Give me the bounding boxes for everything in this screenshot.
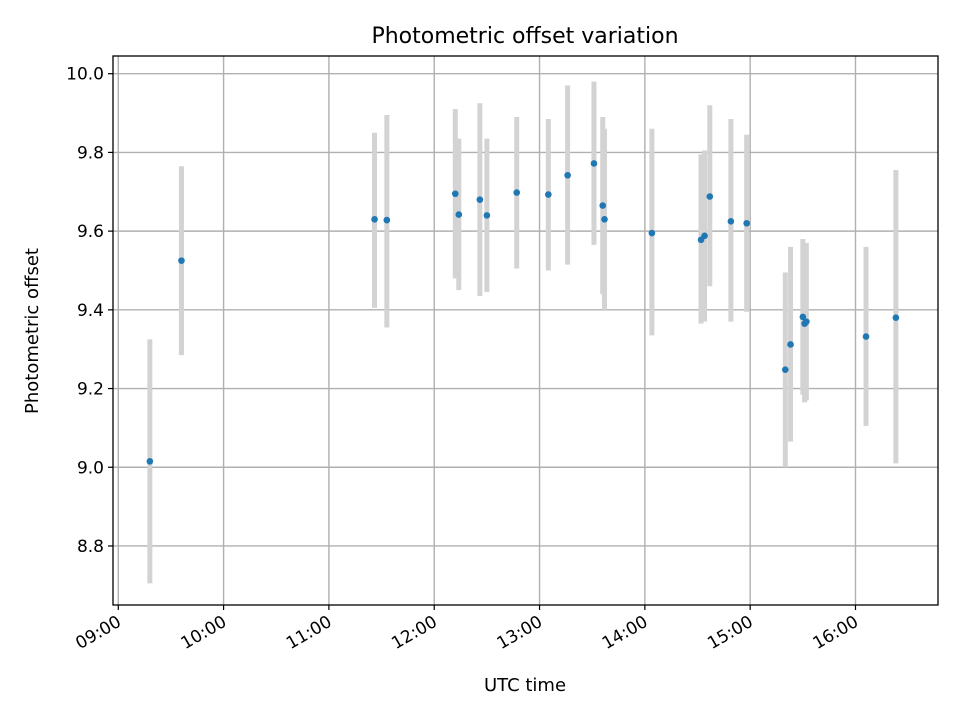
data-point: [706, 193, 714, 200]
data-point: [371, 216, 378, 223]
y-axis-ticks: 8.8 9.0 9.2 9.4 9.6 9.8 10.0: [66, 65, 113, 557]
data-point: [892, 314, 900, 322]
data-point: [648, 229, 656, 237]
y-tick-label: 9.6: [77, 222, 104, 242]
data-point: [178, 257, 185, 264]
data-point: [476, 196, 484, 203]
data-point: [862, 333, 870, 340]
data-point: [743, 219, 750, 227]
y-axis-label: Photometric offset: [22, 248, 43, 414]
y-tick-label: 8.8: [77, 537, 104, 557]
data-point: [781, 366, 789, 373]
data-point: [545, 191, 552, 198]
y-tick-label: 9.2: [77, 380, 104, 400]
data-point: [601, 216, 608, 223]
data-point: [590, 160, 598, 167]
y-tick-label: 9.4: [77, 301, 104, 321]
data-point: [483, 212, 491, 219]
y-tick-label: 9.0: [77, 458, 104, 478]
data-points: [146, 160, 900, 465]
data-point: [701, 232, 708, 240]
data-point: [599, 202, 607, 209]
chart-title: Photometric offset variation: [371, 24, 678, 49]
data-point: [803, 318, 810, 325]
data-point: [727, 217, 735, 225]
data-point: [383, 216, 391, 224]
data-point: [799, 313, 807, 321]
data-point: [455, 211, 463, 218]
data-point: [146, 458, 154, 465]
x-axis-label: UTC time: [484, 675, 566, 696]
data-point: [787, 341, 794, 348]
data-point: [513, 189, 521, 196]
data-point: [564, 171, 571, 179]
y-tick-label: 10.0: [66, 65, 104, 85]
data-point: [451, 190, 459, 198]
plot-frame: [112, 55, 939, 606]
y-tick-label: 9.8: [77, 143, 104, 163]
